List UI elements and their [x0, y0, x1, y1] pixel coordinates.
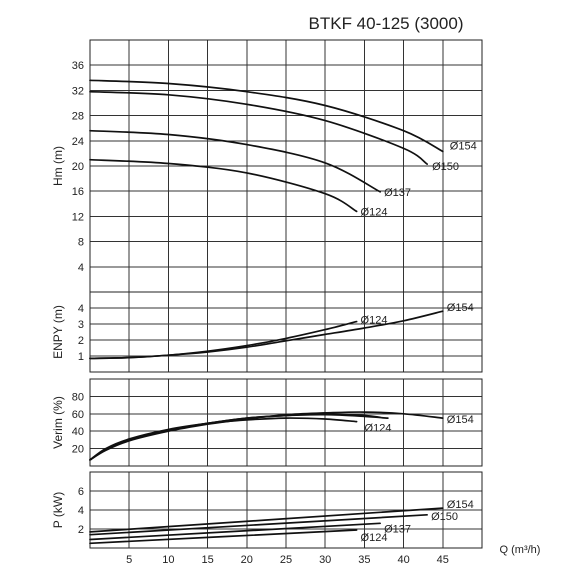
power-diameter-label-154: Ø154	[447, 499, 474, 511]
npsh-diameter-label-154: Ø154	[447, 302, 474, 314]
npsh-curve-154	[89, 310, 444, 360]
head-curve-154	[89, 79, 444, 153]
head-diameter-label-150: Ø150	[432, 161, 459, 173]
power-diameter-label-124: Ø124	[361, 532, 388, 544]
head-curve-137	[89, 129, 381, 193]
y-tick-label: 16	[72, 186, 84, 198]
power-diameter-label-137: Ø137	[384, 523, 411, 535]
power-curve-150	[89, 513, 428, 536]
head-diameter-label-137: Ø137	[384, 187, 411, 199]
x-tick-label: 35	[358, 554, 370, 566]
y-tick-label: 8	[78, 237, 84, 249]
y-tick-label: 60	[72, 409, 84, 421]
head-diameter-label-124: Ø124	[361, 206, 388, 218]
power-diameter-label-150: Ø150	[431, 511, 458, 523]
x-tick-label: 30	[319, 554, 331, 566]
head-y-axis-label: Hm (m)	[51, 146, 65, 186]
y-tick-label: 12	[72, 211, 84, 223]
y-tick-label: 6	[78, 486, 84, 498]
y-tick-label: 36	[72, 60, 84, 72]
y-tick-label: 2	[78, 524, 84, 536]
npsh-diameter-label-124: Ø124	[361, 315, 388, 327]
power-panel-frame	[89, 471, 483, 549]
head-diameter-label-154: Ø154	[450, 141, 477, 153]
y-tick-label: 4	[78, 505, 84, 517]
y-tick-label: 32	[72, 85, 84, 97]
y-tick-label: 24	[72, 136, 84, 148]
power-curve-137	[89, 522, 381, 541]
efficiency-curve-124	[89, 417, 358, 461]
y-tick-label: 80	[72, 391, 84, 403]
x-tick-label: 15	[201, 554, 213, 566]
y-tick-label: 28	[72, 111, 84, 123]
x-axis-label: Q (m³/h)	[500, 544, 541, 556]
x-tick-label: 20	[241, 554, 253, 566]
power-curve-154	[89, 507, 444, 533]
y-tick-label: 2	[78, 335, 84, 347]
x-tick-label: 10	[162, 554, 174, 566]
x-tick-label: 5	[126, 554, 132, 566]
y-tick-label: 4	[78, 303, 84, 315]
x-tick-label: 45	[437, 554, 449, 566]
x-tick-label: 25	[280, 554, 292, 566]
chart-title: BTKF 40-125 (3000)	[309, 14, 464, 33]
y-tick-label: 3	[78, 319, 84, 331]
x-tick-label: 40	[397, 554, 409, 566]
y-tick-label: 20	[72, 444, 84, 456]
y-tick-label: 20	[72, 161, 84, 173]
y-tick-label: 4	[78, 262, 84, 274]
y-tick-label: 1	[78, 351, 84, 363]
efficiency-diameter-label-154: Ø154	[447, 414, 474, 426]
efficiency-diameter-label-124: Ø124	[365, 423, 392, 435]
npsh-y-axis-label: ENPY (m)	[51, 305, 65, 359]
head-curve-124	[89, 158, 358, 213]
npsh-panel-frame	[89, 291, 483, 373]
efficiency-y-axis-label: Verim (%)	[51, 396, 65, 449]
y-tick-label: 40	[72, 426, 84, 438]
power-y-axis-label: P (kW)	[51, 492, 65, 528]
efficiency-panel-frame	[89, 378, 483, 467]
head-curve-150	[89, 90, 428, 165]
power-curve-124	[89, 529, 358, 545]
